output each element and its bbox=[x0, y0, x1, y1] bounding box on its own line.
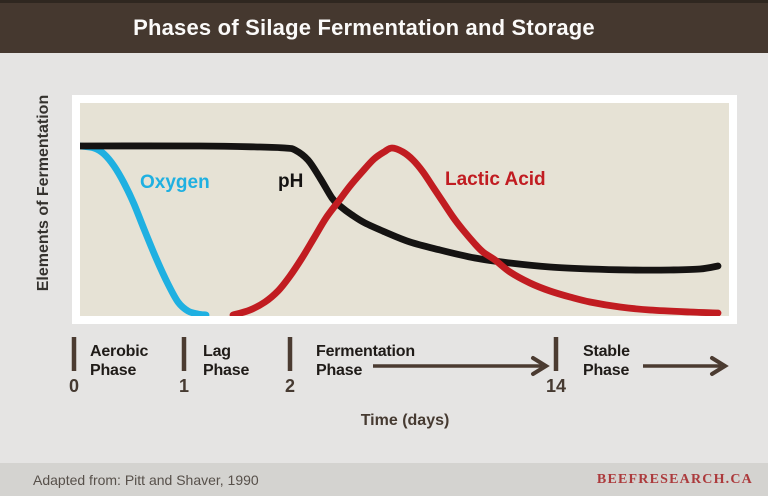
curve-oxygen bbox=[80, 142, 210, 316]
curve-label-ph: pH bbox=[278, 171, 303, 192]
source-attribution: Adapted from: Pitt and Shaver, 1990 bbox=[33, 471, 259, 488]
axis-svg bbox=[71, 337, 729, 376]
curves-svg: Oxygen pH Lactic Acid bbox=[80, 142, 722, 316]
phase-arrow-stable bbox=[643, 356, 729, 376]
plot-frame: Oxygen pH Lactic Acid bbox=[72, 95, 737, 324]
footer-bar: Adapted from: Pitt and Shaver, 1990 BEEF… bbox=[0, 463, 768, 496]
x-axis-label: Time (days) bbox=[360, 412, 450, 429]
plot-area: Oxygen pH Lactic Acid bbox=[80, 103, 729, 316]
curve-label-lactic-acid: Lactic Acid bbox=[445, 169, 546, 190]
brand-logo: BEEFRESEARCH.CA bbox=[596, 471, 753, 487]
y-axis-label: Elements of Fermentation bbox=[35, 94, 52, 292]
curve-lactic-acid bbox=[229, 144, 722, 316]
title-bar: Phases of Silage Fermentation and Storag… bbox=[0, 0, 768, 53]
page-title: Phases of Silage Fermentation and Storag… bbox=[133, 15, 595, 40]
phase-arrow-fermentation bbox=[373, 356, 550, 376]
curve-ph bbox=[80, 142, 722, 274]
curve-label-oxygen: Oxygen bbox=[140, 172, 210, 193]
